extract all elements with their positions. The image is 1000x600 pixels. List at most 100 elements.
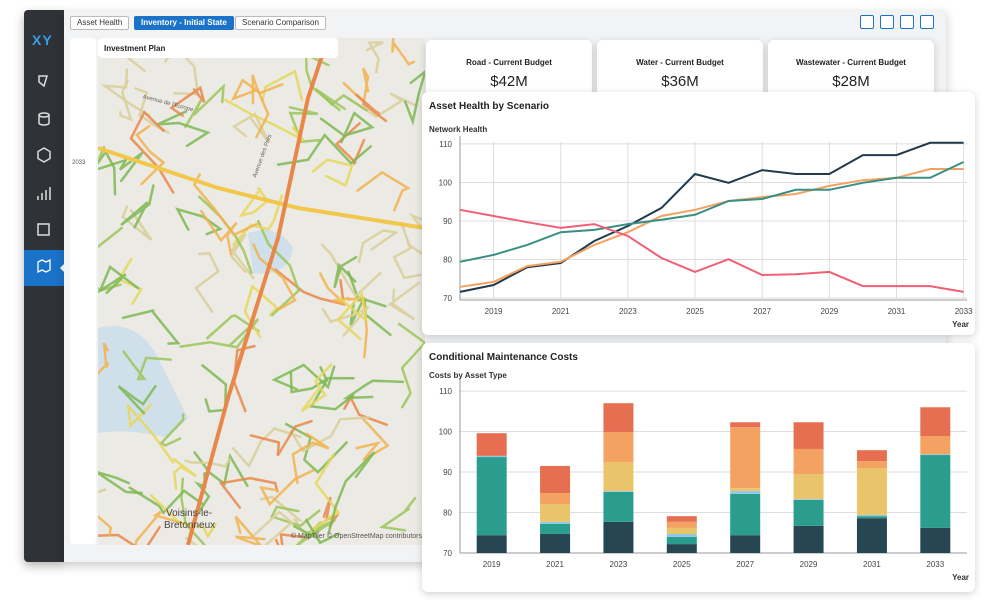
y-axis-label: Network Health <box>429 125 487 134</box>
bar-segment <box>603 491 634 492</box>
line-chart: Asset Health by Scenario Network Health Ye… <box>422 92 975 335</box>
kpi-card: Water - Current Budget $36M <box>597 40 763 96</box>
road <box>100 68 151 118</box>
x-tick-label: 2029 <box>800 560 818 569</box>
road <box>184 536 198 545</box>
bar-segment <box>666 533 697 537</box>
bar-segment <box>476 535 507 553</box>
bar-segment <box>666 544 697 553</box>
icon-chart[interactable] <box>37 187 51 200</box>
road <box>406 212 425 258</box>
road <box>276 133 373 166</box>
sidebar: XY <box>24 10 64 562</box>
road <box>122 350 173 381</box>
road <box>259 469 315 507</box>
x-axis-label: Year <box>952 573 969 582</box>
delete-button[interactable] <box>920 15 934 29</box>
year-label: 2033 <box>72 160 86 166</box>
y-tick-label: 110 <box>439 140 452 149</box>
bar-segment <box>920 436 951 455</box>
bar-segment <box>856 467 887 515</box>
road <box>314 88 368 112</box>
road <box>378 496 417 532</box>
icon-nav[interactable] <box>38 75 49 88</box>
road <box>289 371 355 394</box>
tab[interactable]: Scenario Comparison <box>235 16 326 30</box>
series-line <box>459 161 965 263</box>
icon-data[interactable] <box>38 112 50 118</box>
bar-segment <box>540 504 571 522</box>
road <box>230 78 284 101</box>
road <box>274 268 346 306</box>
copy-button[interactable] <box>900 15 914 29</box>
bar-segment <box>540 465 571 494</box>
x-tick-label: 2033 <box>955 307 973 316</box>
road <box>98 265 140 294</box>
bar-segment <box>793 525 824 553</box>
road <box>205 314 260 340</box>
road <box>194 251 220 314</box>
active-nav[interactable] <box>24 250 64 286</box>
y-tick-label: 90 <box>443 468 452 477</box>
x-tick-label: 2025 <box>686 307 704 316</box>
road <box>169 85 206 117</box>
road <box>135 125 166 186</box>
road <box>229 233 255 280</box>
road <box>391 38 416 66</box>
road <box>159 413 185 447</box>
y-tick-label: 100 <box>439 178 453 187</box>
road <box>98 226 123 293</box>
bar-segment <box>793 499 824 500</box>
road <box>295 518 336 545</box>
bar-segment <box>666 536 697 545</box>
road <box>311 158 354 188</box>
road <box>232 194 284 246</box>
road <box>355 416 390 462</box>
x-tick-label: 2023 <box>619 307 637 316</box>
x-tick-label: 2031 <box>888 307 906 316</box>
bar-segment <box>540 533 571 553</box>
bar-segment <box>793 448 824 475</box>
bar-segment <box>476 455 507 458</box>
road <box>249 419 313 457</box>
icon-calendar[interactable] <box>37 223 50 236</box>
road <box>397 322 425 409</box>
x-axis-label: Year <box>952 320 969 329</box>
tab[interactable]: Asset Health <box>70 16 130 30</box>
bar-segment <box>666 516 697 522</box>
x-tick-label: 2021 <box>546 560 564 569</box>
road <box>327 451 376 535</box>
x-tick-label: 2033 <box>926 560 944 569</box>
road <box>403 70 425 126</box>
road <box>98 342 110 376</box>
series-line <box>459 168 964 288</box>
edit-button[interactable] <box>880 15 894 29</box>
bar-segment <box>603 431 634 462</box>
bar-segment <box>793 422 824 449</box>
bar-chart: Conditional Maintenance Costs Costs by As… <box>422 343 975 592</box>
road <box>126 402 175 464</box>
road <box>257 219 301 317</box>
road <box>128 486 204 515</box>
y-tick-label: 80 <box>443 256 452 265</box>
icon-model[interactable] <box>37 147 51 163</box>
chart-title: Asset Health by Scenario <box>429 101 549 112</box>
x-tick-label: 2021 <box>552 307 570 316</box>
bar-segment <box>793 474 824 500</box>
bar-segment <box>730 493 761 536</box>
road <box>288 106 321 144</box>
y-tick-label: 110 <box>439 387 452 396</box>
bar-segment <box>856 514 887 517</box>
road <box>357 229 399 264</box>
road <box>243 284 279 339</box>
map: Investment Plan Avenue de l'Europe Avenu… <box>98 38 425 545</box>
bar-segment <box>730 535 761 553</box>
chart-title: Conditional Maintenance Costs <box>429 352 578 363</box>
x-tick-label: 2027 <box>753 307 771 316</box>
road <box>271 363 336 391</box>
add-button[interactable] <box>860 15 874 29</box>
tab[interactable]: Inventory - Initial State <box>134 16 234 30</box>
bar-segment <box>730 427 761 489</box>
road <box>343 394 389 427</box>
